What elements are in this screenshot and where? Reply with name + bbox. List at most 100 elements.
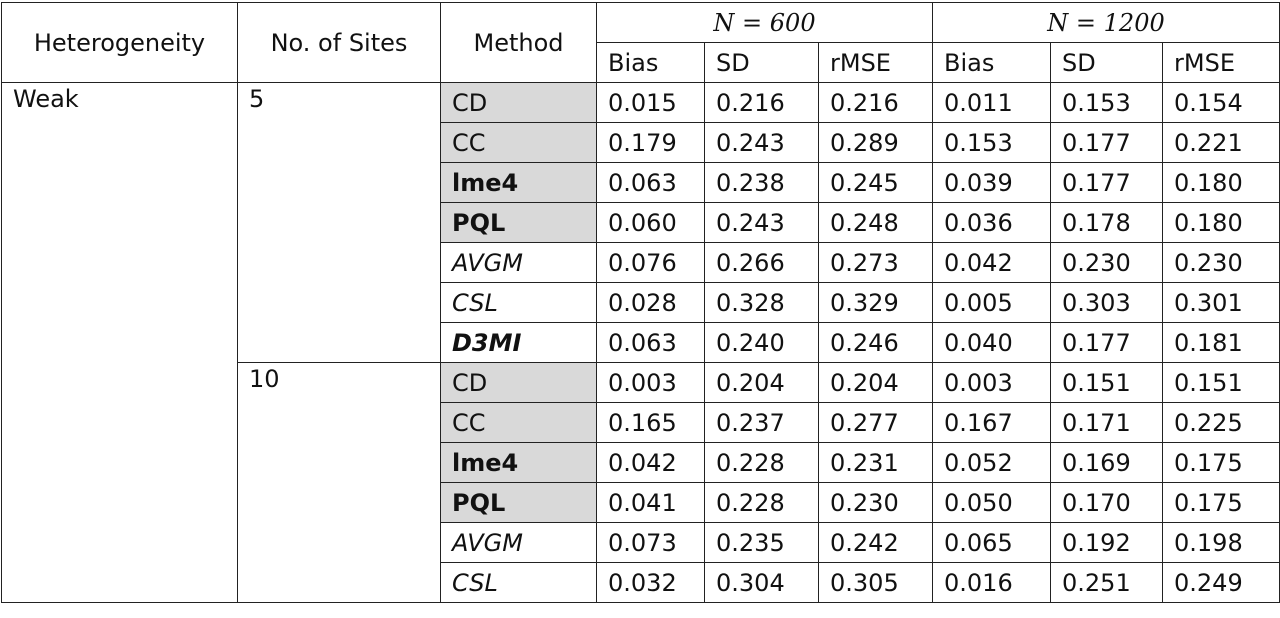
value-cell: 0.052 [932, 442, 1052, 483]
data-row: CC 0.165 0.237 0.277 0.167 0.171 0.225 [2, 402, 1280, 443]
data-row: PQL 0.060 0.243 0.248 0.036 0.178 0.180 [2, 202, 1280, 243]
method-cell: CD [440, 82, 597, 123]
value-cell: 0.175 [1162, 442, 1280, 483]
metric-header: rMSE [817, 42, 934, 83]
value-cell: 0.230 [1162, 242, 1280, 283]
value-cell: 0.039 [932, 162, 1052, 203]
value-cell: 0.230 [1050, 242, 1164, 283]
value-cell: 0.245 [817, 162, 934, 203]
group-header: N = 600 [595, 2, 934, 43]
value-cell: 0.175 [1162, 482, 1280, 523]
value-cell: 0.011 [932, 82, 1052, 123]
value-cell: 0.063 [596, 162, 705, 203]
value-cell: 0.329 [817, 282, 934, 323]
value-cell: 0.273 [817, 242, 934, 283]
value-cell: 0.249 [1162, 562, 1280, 603]
metric-header: rMSE [1162, 42, 1280, 83]
value-cell: 0.170 [1050, 482, 1164, 523]
value-cell: 0.243 [704, 202, 819, 243]
value-cell: 0.243 [704, 122, 819, 163]
method-cell: CSL [440, 282, 597, 323]
value-cell: 0.167 [932, 402, 1052, 443]
value-cell: 0.065 [932, 522, 1052, 563]
method-cell: AVGM [440, 242, 597, 283]
method-cell: lme4 [440, 442, 597, 483]
table-header: Heterogeneity No. of Sites Method N = 60… [1, 2, 1280, 83]
value-cell: 0.289 [817, 122, 934, 163]
value-cell: 0.042 [932, 242, 1052, 283]
value-cell: 0.240 [704, 322, 819, 363]
value-cell: 0.153 [932, 122, 1052, 163]
value-cell: 0.328 [704, 282, 819, 323]
value-cell: 0.301 [1162, 282, 1280, 323]
value-cell: 0.228 [704, 442, 819, 483]
value-cell: 0.050 [932, 482, 1052, 523]
value-cell: 0.228 [704, 482, 819, 523]
value-cell: 0.041 [596, 482, 705, 523]
value-cell: 0.237 [704, 402, 819, 443]
value-cell: 0.225 [1162, 402, 1280, 443]
table-body: Weak 5 CD 0.015 0.216 0.216 0.011 0.153 0.154 CC 0… [1, 82, 1280, 603]
value-cell: 0.036 [932, 202, 1052, 243]
value-cell: 0.060 [596, 202, 705, 243]
value-cell: 0.180 [1162, 202, 1280, 243]
header-cell: Method [440, 2, 597, 83]
data-row: lme4 0.042 0.228 0.231 0.052 0.169 0.175 [2, 442, 1280, 483]
value-cell: 0.242 [817, 522, 934, 563]
value-cell: 0.016 [932, 562, 1052, 603]
value-cell: 0.248 [817, 202, 934, 243]
value-cell: 0.005 [932, 282, 1052, 323]
metric-header: SD [704, 42, 819, 83]
value-cell: 0.177 [1050, 162, 1164, 203]
value-cell: 0.063 [596, 322, 705, 363]
value-cell: 0.171 [1050, 402, 1164, 443]
value-cell: 0.154 [1162, 82, 1280, 123]
method-cell: CC [440, 122, 597, 163]
value-cell: 0.277 [817, 402, 934, 443]
method-cell: CSL [440, 562, 597, 603]
value-cell: 0.169 [1050, 442, 1164, 483]
data-row: Weak 5 CD 0.015 0.216 0.216 0.011 0.153 0.154 [1, 82, 1280, 603]
value-cell: 0.179 [596, 122, 705, 163]
value-cell: 0.192 [1050, 522, 1164, 563]
data-row: 10 CD 0.003 0.204 0.204 0.003 0.151 0.151 [2, 362, 1280, 603]
metric-header: Bias [596, 42, 705, 83]
metric-header: Bias [932, 42, 1052, 83]
value-cell: 0.003 [932, 362, 1052, 403]
value-cell: 0.204 [817, 362, 934, 403]
value-cell: 0.151 [1050, 362, 1164, 403]
value-cell: 0.246 [817, 322, 934, 363]
sites-cell: 10 [237, 362, 441, 603]
data-row: CSL 0.032 0.304 0.305 0.016 0.251 0.249 [2, 562, 1280, 603]
value-cell: 0.251 [1050, 562, 1164, 603]
value-cell: 0.003 [596, 362, 705, 403]
value-cell: 0.305 [817, 562, 934, 603]
header-row: Heterogeneity No. of Sites Method N = 60… [1, 2, 1280, 83]
heterogeneity-cell: Weak [1, 82, 238, 603]
value-cell: 0.221 [1162, 122, 1280, 163]
group-header: N = 1200 [932, 2, 1280, 43]
method-cell: PQL [440, 482, 597, 523]
value-cell: 0.230 [817, 482, 934, 523]
value-cell: 0.177 [1050, 322, 1164, 363]
value-cell: 0.238 [704, 162, 819, 203]
value-cell: 0.153 [1050, 82, 1164, 123]
method-cell: PQL [440, 202, 597, 243]
value-cell: 0.180 [1162, 162, 1280, 203]
value-cell: 0.073 [596, 522, 705, 563]
results-table: Heterogeneity No. of Sites Method N = 60… [1, 2, 1280, 603]
header-cell: Heterogeneity [1, 2, 238, 83]
value-cell: 0.177 [1050, 122, 1164, 163]
value-cell: 0.040 [932, 322, 1052, 363]
method-cell: CC [440, 402, 597, 443]
value-cell: 0.304 [704, 562, 819, 603]
value-cell: 0.151 [1162, 362, 1280, 403]
value-cell: 0.303 [1050, 282, 1164, 323]
value-cell: 0.178 [1050, 202, 1164, 243]
data-row: CC 0.179 0.243 0.289 0.153 0.177 0.221 [2, 122, 1280, 163]
value-cell: 0.266 [704, 242, 819, 283]
metric-header: SD [1050, 42, 1164, 83]
sites-cell: 5 [237, 82, 441, 363]
data-row: lme4 0.063 0.238 0.245 0.039 0.177 0.180 [2, 162, 1280, 203]
